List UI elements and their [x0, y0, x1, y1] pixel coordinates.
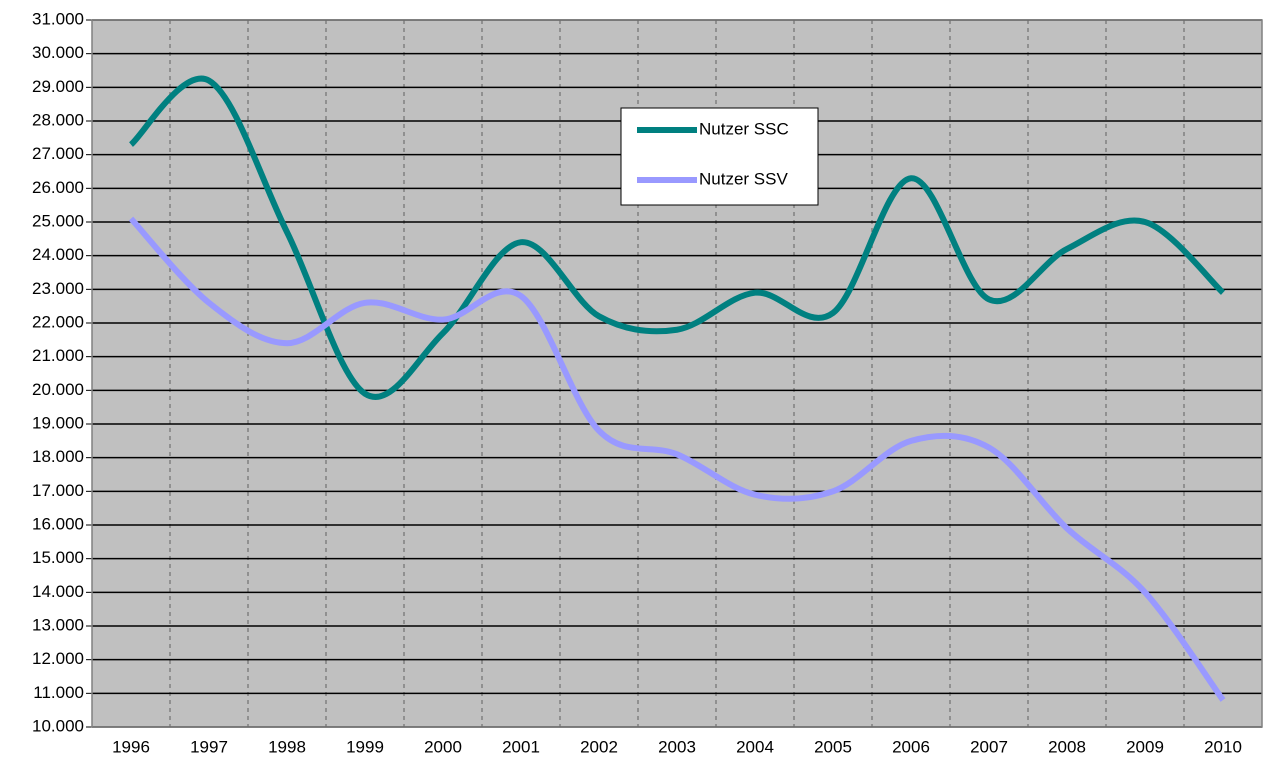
x-tick-label: 2006 — [892, 737, 930, 756]
y-tick-label: 10.000 — [32, 716, 84, 735]
y-tick-label: 13.000 — [32, 615, 84, 634]
series-line — [128, 216, 1226, 702]
x-tick-label: 2000 — [424, 737, 462, 756]
y-tick-label: 23.000 — [32, 279, 84, 298]
y-tick-label: 12.000 — [32, 649, 84, 668]
y-tick-label: 18.000 — [32, 447, 84, 466]
x-tick-label: 2001 — [502, 737, 540, 756]
y-tick-label: 11.000 — [33, 683, 84, 702]
y-tick-label: 27.000 — [32, 144, 84, 163]
series-line — [128, 75, 1226, 400]
x-tick-label: 1998 — [268, 737, 306, 756]
y-tick-label: 30.000 — [32, 43, 84, 62]
legend-box — [620, 107, 819, 206]
y-tick-label: 31.000 — [32, 9, 84, 28]
legend-label: Nutzer SSV — [699, 169, 788, 188]
plot-border — [91, 19, 1263, 728]
y-tick-label: 29.000 — [32, 77, 84, 96]
y-tick-label: 28.000 — [32, 110, 84, 129]
x-tick-label: 2008 — [1048, 737, 1086, 756]
x-tick-label: 2003 — [658, 737, 696, 756]
x-tick-label: 2002 — [580, 737, 618, 756]
y-tick-label: 24.000 — [32, 245, 84, 264]
x-tick-label: 1997 — [190, 737, 228, 756]
x-tick-label: 2007 — [970, 737, 1008, 756]
y-tick-label: 17.000 — [32, 481, 84, 500]
y-tick-label: 22.000 — [32, 312, 84, 331]
x-tick-label: 1999 — [346, 737, 384, 756]
x-tick-label: 1996 — [112, 737, 150, 756]
y-tick-label: 15.000 — [32, 548, 84, 567]
legend-label: Nutzer SSC — [699, 119, 789, 138]
x-tick-label: 2004 — [736, 737, 774, 756]
y-tick-label: 21.000 — [32, 346, 84, 365]
y-tick-label: 26.000 — [32, 178, 84, 197]
y-tick-label: 20.000 — [32, 380, 84, 399]
y-tick-label: 25.000 — [32, 211, 84, 230]
y-tick-label: 14.000 — [32, 582, 84, 601]
x-tick-label: 2010 — [1204, 737, 1242, 756]
x-tick-label: 2005 — [814, 737, 852, 756]
y-tick-label: 16.000 — [32, 514, 84, 533]
x-tick-label: 2009 — [1126, 737, 1164, 756]
y-tick-label: 19.000 — [32, 413, 84, 432]
